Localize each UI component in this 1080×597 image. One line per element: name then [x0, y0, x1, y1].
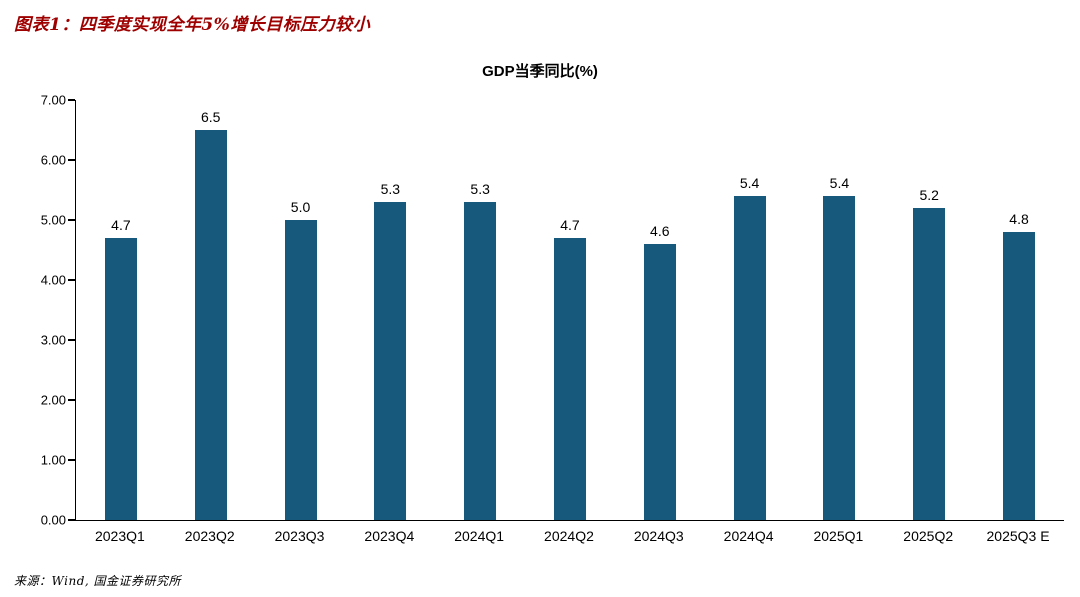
bar-column: 4.7: [76, 100, 166, 520]
y-tick-label: 2.00: [40, 392, 66, 408]
x-axis-category-label: 2023Q4: [364, 528, 415, 544]
bar-value-label: 6.5: [200, 109, 221, 125]
plot-area: 4.7 6.5 5.0 5.3 5.3 4.7 4.6 5.4 5.4 5.2 4.8: [68, 99, 1064, 521]
y-tick-mark: [68, 339, 75, 341]
bar: [823, 196, 856, 520]
y-axis: 0.00 1.00 2.00 3.00 4.00 5.00 6.00 7.00: [0, 93, 66, 528]
bar-value-label: 4.7: [111, 217, 131, 233]
x-axis-category-label: 2025Q3 E: [986, 528, 1050, 544]
y-tick-mark: [68, 519, 75, 521]
bar-value-label: 5.4: [739, 175, 760, 191]
y-tick-label: 6.00: [40, 152, 66, 168]
bar: [1003, 232, 1036, 520]
source-note: 来源：Wind, 国金证券研究所: [14, 574, 182, 588]
x-axis-category-label: 2024Q3: [633, 528, 684, 544]
bar-value-label: 4.7: [560, 217, 580, 233]
figure-title: 图表1：四季度实现全年5%增长目标压力较小: [14, 15, 371, 35]
bar: [733, 196, 766, 520]
x-axis-category-label: 2024Q2: [544, 528, 594, 544]
y-tick-mark: [68, 459, 75, 461]
x-axis-category-label: 2024Q1: [454, 528, 505, 544]
bar: [104, 238, 137, 520]
bar-value-label: 5.0: [290, 199, 311, 215]
bar: [194, 130, 227, 520]
bar-value-label: 4.8: [1009, 211, 1029, 227]
bar: [643, 244, 676, 520]
y-tick-label: 4.00: [40, 272, 66, 288]
bar-value-label: 5.4: [829, 175, 850, 191]
y-tick-label: 3.00: [40, 332, 66, 348]
bar-value-label: 4.6: [650, 223, 670, 239]
x-axis-category-label: 2025Q2: [903, 528, 954, 544]
x-axis-category-label: 2023Q2: [184, 528, 235, 544]
bar: [913, 208, 946, 520]
bar-column: 4.6: [615, 100, 705, 520]
y-tick-mark: [68, 219, 75, 221]
x-axis-category-label: 2023Q3: [274, 528, 325, 544]
y-tick-label: 0.00: [40, 512, 66, 528]
bar: [284, 220, 317, 520]
bar-column: 5.2: [884, 100, 974, 520]
bar: [374, 202, 407, 520]
bar-column: 5.3: [345, 100, 435, 520]
bar-column: 5.0: [256, 100, 346, 520]
bar-value-label: 5.3: [380, 181, 401, 197]
y-tick-mark: [68, 399, 75, 401]
x-axis-labels: 2023Q1 2023Q2 2023Q3 2023Q4 2024Q1 2024Q2 2024…: [75, 528, 1063, 544]
bar-column: 6.5: [166, 100, 256, 520]
y-tick-label: 1.00: [40, 452, 66, 468]
bar: [553, 238, 586, 520]
x-axis-category-label: 2025Q1: [813, 528, 864, 544]
bar-column: 5.3: [435, 100, 525, 520]
y-tick-mark: [68, 159, 75, 161]
y-tick-mark: [68, 279, 75, 281]
bar-column: 5.4: [705, 100, 795, 520]
bar-column: 4.8: [974, 100, 1064, 520]
bar-value-label: 5.2: [919, 187, 939, 203]
chart-title: GDP当季同比(%): [482, 63, 598, 80]
y-tick-label: 5.00: [40, 212, 66, 228]
x-axis-category-label: 2023Q1: [94, 528, 145, 544]
bar-column: 4.7: [525, 100, 615, 520]
y-tick-label: 7.00: [40, 92, 66, 108]
bar-column: 5.4: [795, 100, 885, 520]
bar-value-label: 5.3: [470, 181, 490, 197]
x-axis-category-label: 2024Q4: [723, 528, 774, 544]
bar: [464, 202, 497, 520]
y-tick-mark: [68, 99, 75, 101]
